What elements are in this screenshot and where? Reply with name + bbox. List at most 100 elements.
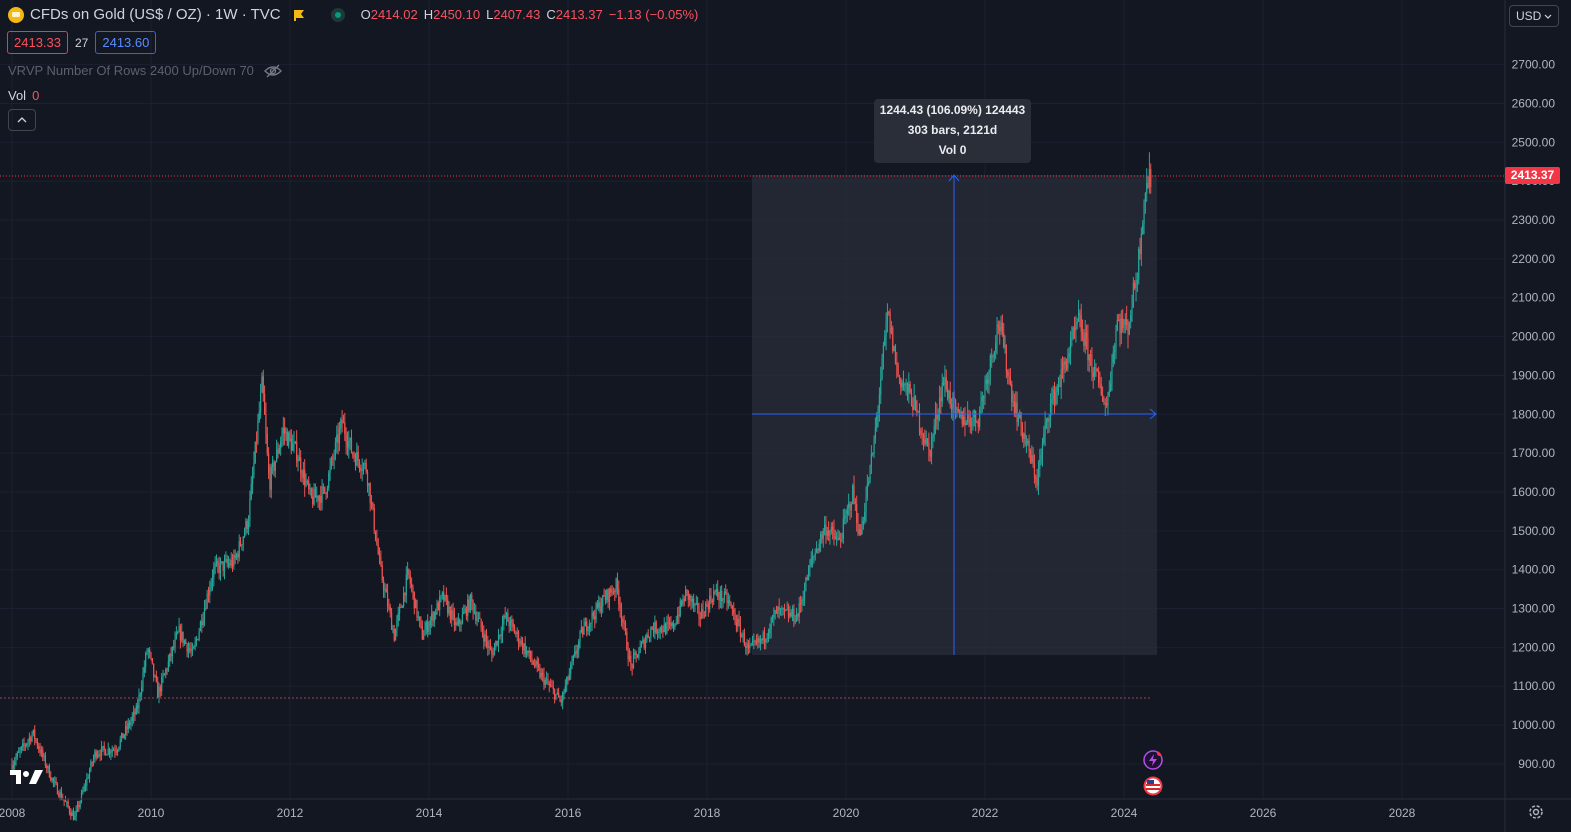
candle-body — [415, 600, 417, 609]
candle-body — [425, 622, 427, 630]
candle-body — [992, 357, 994, 359]
candle-body — [718, 596, 720, 601]
candle-body — [294, 441, 296, 443]
candle-body — [468, 599, 470, 611]
candle-body — [163, 673, 165, 676]
candle-body — [234, 555, 236, 558]
candle-body — [1146, 182, 1148, 194]
tradingview-logo[interactable] — [10, 768, 44, 786]
candle-body — [202, 619, 204, 626]
candle-body — [496, 640, 498, 645]
candle-body — [1089, 354, 1092, 356]
eye-hidden-icon[interactable] — [264, 64, 282, 78]
price-tick-label: 1400.00 — [1512, 563, 1556, 577]
candle-body — [611, 592, 613, 594]
candle-body — [1128, 321, 1130, 335]
candle-body — [342, 422, 345, 424]
us-flag-icon[interactable] — [1143, 776, 1163, 796]
candle-body — [95, 751, 97, 758]
candle-body — [1072, 327, 1074, 338]
candle-body — [492, 653, 494, 656]
candle-body — [1057, 386, 1060, 388]
candle-body — [241, 544, 243, 546]
candle-body — [1003, 332, 1005, 348]
candle-body — [82, 790, 84, 793]
candle-body — [203, 608, 206, 620]
candle-body — [797, 614, 799, 617]
candle-body — [789, 612, 791, 618]
candle-body — [1047, 418, 1049, 422]
candle-body — [956, 408, 958, 410]
candle-body — [869, 465, 871, 483]
candle-body — [64, 800, 67, 802]
candle-body — [63, 799, 65, 801]
candle-body — [138, 695, 140, 709]
candle-body — [1052, 389, 1054, 399]
candle-body — [706, 603, 708, 605]
price-tick-label: 1900.00 — [1512, 368, 1556, 382]
candle-body — [694, 603, 696, 606]
vrvp-indicator[interactable]: VRVP Number Of Rows 2400 Up/Down 70 — [8, 63, 282, 78]
candle-body — [614, 591, 616, 593]
candle-body — [235, 554, 238, 558]
symbol-title[interactable]: CFDs on Gold (US$ / OZ) · 1W · TVC — [30, 6, 281, 23]
candle-body — [318, 496, 321, 501]
candle-body — [211, 577, 214, 583]
candle-body — [388, 606, 390, 608]
candle-body — [1063, 361, 1065, 370]
candle-body — [822, 530, 824, 539]
time-tick-label: 2014 — [416, 806, 443, 820]
spread-value: 27 — [75, 35, 89, 50]
candle-body — [615, 578, 617, 592]
candle-body — [894, 346, 897, 363]
candle-body — [1130, 315, 1132, 322]
bid-button[interactable]: 2413.33 — [7, 31, 68, 54]
candle-body — [687, 590, 689, 600]
candle-body — [1087, 337, 1089, 361]
flag-icon[interactable] — [293, 9, 305, 21]
candle-body — [364, 463, 366, 465]
candle-body — [178, 626, 180, 633]
candle-body — [330, 458, 333, 467]
candle-body — [27, 740, 29, 744]
candle-body — [741, 635, 743, 637]
candle-body — [499, 634, 501, 637]
candle-body — [868, 482, 870, 485]
lightning-alert-icon[interactable] — [1143, 750, 1163, 770]
candle-body — [664, 623, 667, 634]
candle-body — [278, 447, 280, 454]
candle-body — [570, 664, 572, 674]
ask-button[interactable]: 2413.60 — [95, 31, 157, 54]
candle-body — [475, 611, 477, 621]
candle-body — [199, 621, 202, 631]
candle-body — [219, 562, 222, 573]
candle-body — [794, 621, 796, 623]
candle-body — [357, 452, 359, 461]
candle-body — [151, 658, 153, 664]
candle-body — [1116, 319, 1118, 331]
currency-selector[interactable]: USD — [1509, 5, 1559, 27]
market-status-icon[interactable] — [330, 7, 345, 22]
candle-body — [723, 591, 725, 600]
candle-body — [87, 778, 89, 780]
candle-body — [134, 711, 136, 715]
collapse-legend-button[interactable] — [8, 109, 36, 131]
candle-body — [43, 755, 45, 757]
candle-body — [166, 669, 168, 671]
currency-label: USD — [1516, 9, 1542, 23]
candle-body — [650, 627, 652, 637]
candle-body — [786, 609, 788, 611]
settings-gear-icon[interactable] — [1527, 803, 1545, 821]
candle-body — [123, 734, 125, 738]
candle-body — [618, 589, 620, 604]
candle-body — [264, 393, 266, 415]
candle-body — [648, 636, 651, 638]
candle-body — [56, 783, 59, 795]
candle-body — [554, 689, 556, 700]
candle-body — [1108, 390, 1110, 396]
candle-body — [118, 746, 120, 750]
candle-body — [1056, 386, 1058, 393]
candle-body — [638, 652, 640, 658]
candle-body — [1045, 418, 1048, 423]
